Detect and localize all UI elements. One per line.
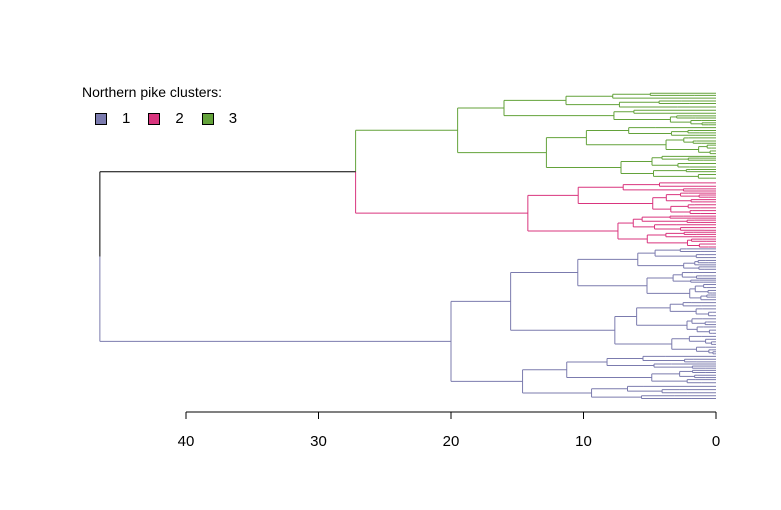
x-tick-label-20: 20 xyxy=(443,433,460,450)
legend-swatch-2 xyxy=(148,112,161,125)
x-tick-label-40: 40 xyxy=(178,433,195,450)
x-tick-label-0: 0 xyxy=(712,433,720,450)
legend-label-3: 3 xyxy=(228,110,238,127)
dendrogram-tree xyxy=(99,92,716,400)
x-tick-label-30: 30 xyxy=(310,433,327,450)
x-tick-label-10: 10 xyxy=(575,433,592,450)
legend-label-2: 2 xyxy=(175,110,184,127)
legend: 1 2 3 xyxy=(95,110,255,127)
legend-label-1: 1 xyxy=(122,110,131,127)
x-axis: 40 30 20 10 0 xyxy=(178,411,720,450)
legend-swatch-1 xyxy=(95,112,107,125)
legend-title: Northern pike clusters: xyxy=(82,84,223,100)
legend-swatch-3 xyxy=(201,112,214,125)
